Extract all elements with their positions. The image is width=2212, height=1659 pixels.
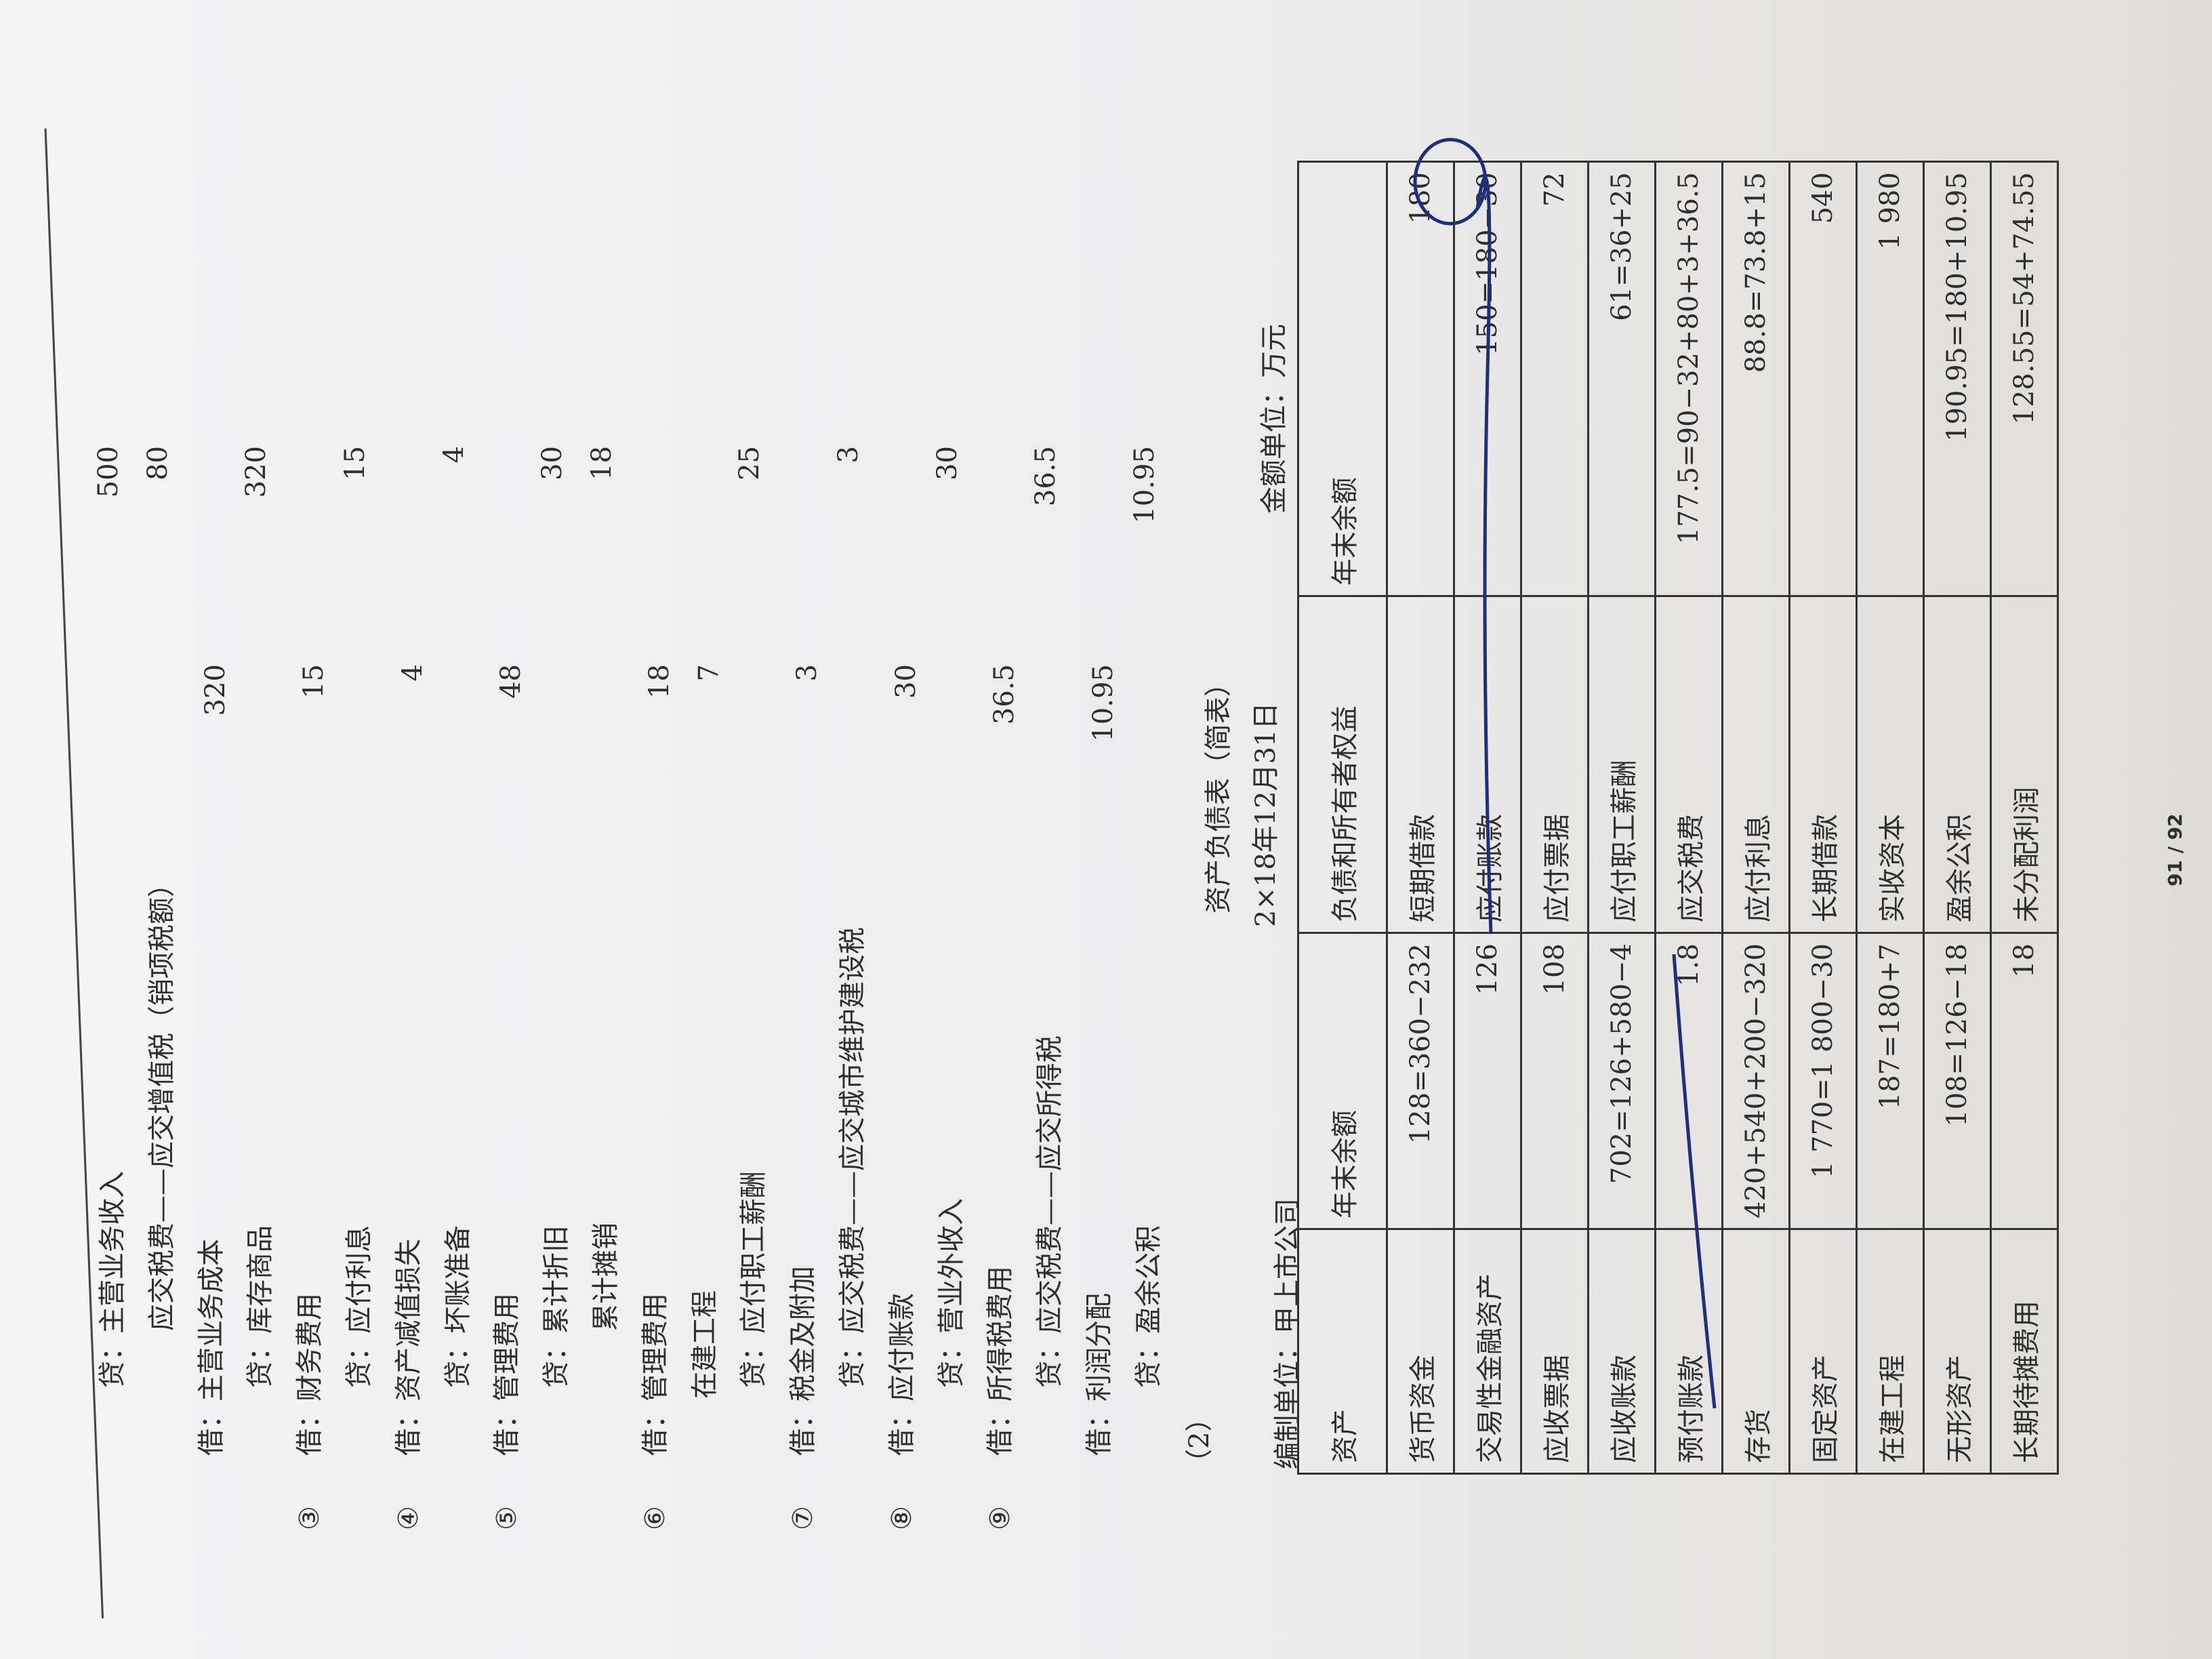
entry-account: 借：应付账款 — [886, 1293, 918, 1456]
credit-amount: 10.95 — [1128, 446, 1160, 524]
entry-account: 贷：应交税费——应交所得税 — [1034, 1036, 1066, 1388]
credit-amount: 30 — [537, 446, 569, 480]
credit-amount: 30 — [931, 446, 963, 480]
debit-amount: 7 — [693, 664, 724, 682]
entry-marker: ⑦ — [787, 1506, 819, 1530]
entry-account: 贷：坏账准备 — [442, 1225, 474, 1388]
entry-account: 在建工程 — [689, 1290, 720, 1399]
credit-amount: 25 — [734, 446, 766, 480]
entry-account: 贷：应付职工薪酬 — [738, 1171, 770, 1388]
entry-account: 累计摊销 — [590, 1223, 621, 1331]
credit-amount: 15 — [340, 446, 371, 480]
credit-amount: 3 — [833, 446, 864, 464]
entry-account: 贷：营业外收入 — [935, 1198, 967, 1388]
entry-account: 借：管理费用 — [639, 1293, 671, 1456]
entry-account: 应交税费——应交增值税（销项税额） — [146, 870, 178, 1331]
credit-amount: 320 — [241, 446, 272, 498]
ink-line — [1475, 176, 1493, 935]
entry-account: 借：财务费用 — [294, 1293, 326, 1456]
credit-amount: 36.5 — [1030, 446, 1062, 507]
entry-account: 贷：主营业务收入 — [97, 1171, 128, 1388]
debit-amount: 10.95 — [1088, 664, 1119, 742]
credit-amount: 18 — [586, 446, 617, 480]
debit-amount: 3 — [792, 664, 823, 682]
entry-account: 贷：盈余公积 — [1132, 1225, 1164, 1388]
entry-marker: ⑥ — [639, 1506, 671, 1530]
entry-account: 借：税金及附加 — [787, 1266, 819, 1456]
entry-account: 借：所得税费用 — [985, 1266, 1017, 1456]
entry-account: 贷：应交税费——应交城市维护建设税 — [837, 927, 868, 1388]
credit-amount: 4 — [438, 446, 470, 464]
debit-amount: 30 — [890, 664, 922, 699]
entry-account: 借：资产减值损失 — [392, 1239, 424, 1456]
debit-amount: 18 — [643, 664, 675, 699]
entry-marker: ⑤ — [491, 1506, 523, 1530]
entry-account: 借：管理费用 — [491, 1293, 523, 1456]
entry-marker: ③ — [294, 1506, 326, 1530]
credit-amount: 500 — [93, 446, 124, 498]
debit-amount: 15 — [298, 664, 330, 699]
entry-account: 贷：应付利息 — [344, 1225, 375, 1388]
debit-amount: 48 — [495, 664, 527, 699]
debit-amount: 36.5 — [989, 664, 1021, 725]
entry-account: 贷：累计折旧 — [541, 1225, 573, 1388]
entry-account: 借：主营业务成本 — [195, 1239, 227, 1456]
entry-marker: ⑧ — [886, 1506, 918, 1530]
ink-circle — [1413, 138, 1488, 226]
debit-amount: 320 — [199, 664, 231, 716]
ink-line — [1672, 954, 1717, 1409]
entry-account: 贷：库存商品 — [245, 1225, 276, 1388]
entry-marker: ⑨ — [985, 1506, 1017, 1530]
entry-account: 借：利润分配 — [1084, 1293, 1115, 1456]
credit-amount: 80 — [142, 446, 173, 480]
debit-amount: 4 — [396, 664, 428, 682]
entry-marker: ④ — [392, 1506, 424, 1530]
